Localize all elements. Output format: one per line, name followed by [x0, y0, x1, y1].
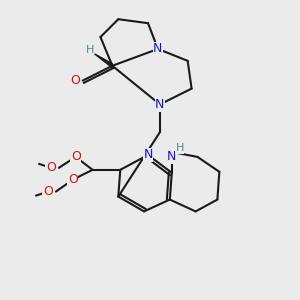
Polygon shape: [94, 54, 112, 68]
Text: N: N: [155, 98, 165, 111]
Text: N: N: [153, 42, 163, 56]
Text: N: N: [167, 150, 176, 164]
Text: O: O: [46, 161, 56, 174]
Text: H: H: [85, 45, 94, 55]
Text: O: O: [43, 185, 53, 198]
Text: N: N: [143, 148, 153, 161]
Text: O: O: [70, 74, 80, 87]
Text: O: O: [71, 150, 81, 164]
Text: H: H: [176, 143, 184, 153]
Text: O: O: [68, 173, 78, 186]
